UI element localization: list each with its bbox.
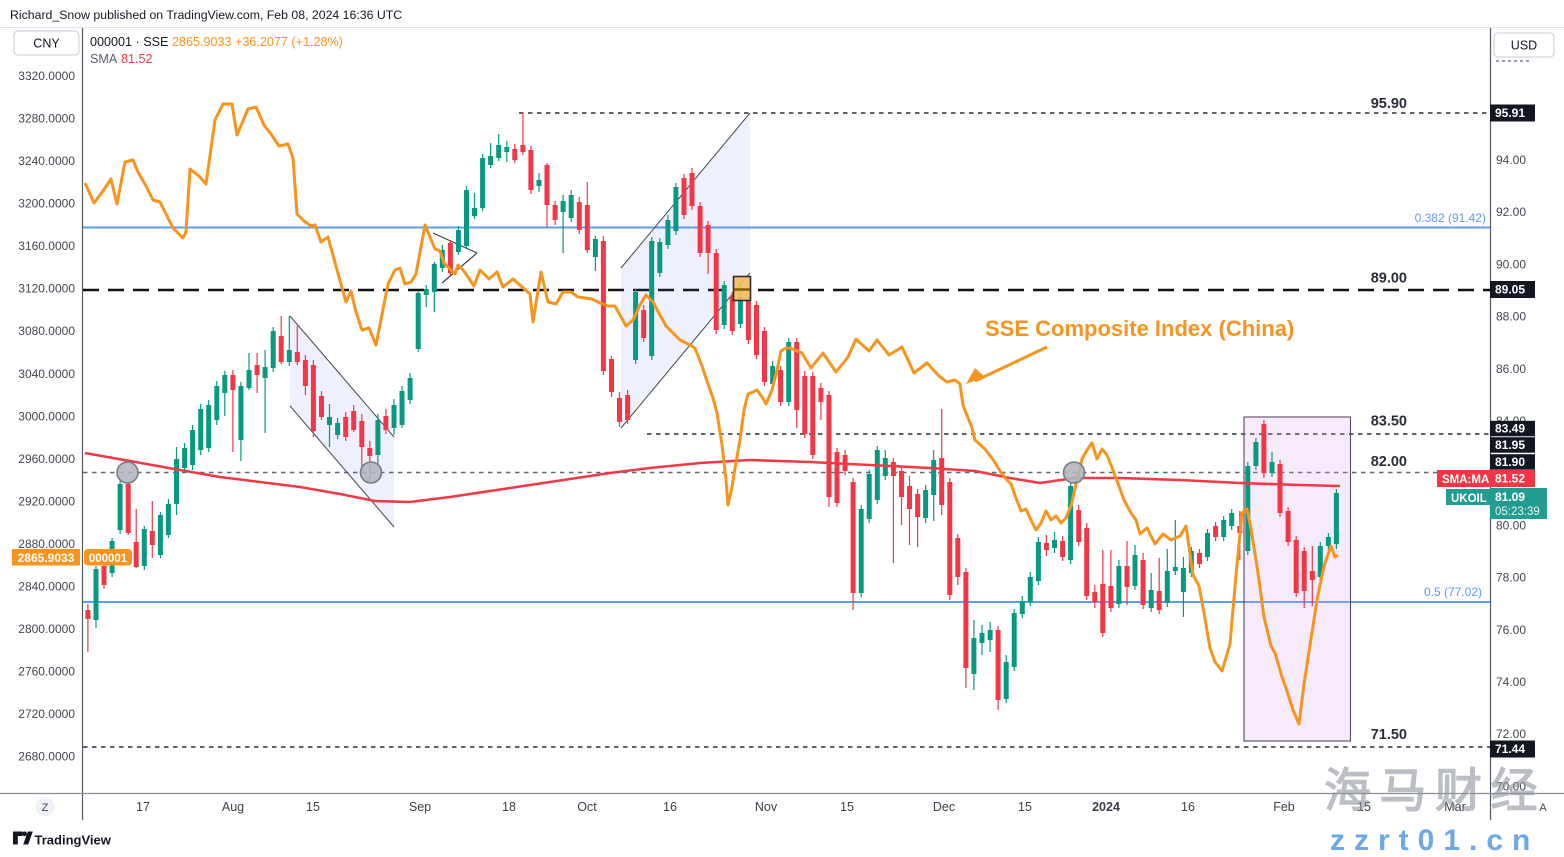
svg-text:90.00: 90.00 xyxy=(1496,257,1526,271)
svg-text:71.50: 71.50 xyxy=(1371,727,1407,743)
svg-text:83.50: 83.50 xyxy=(1371,414,1407,430)
svg-text:Feb: Feb xyxy=(1273,800,1295,814)
svg-text:UKOIL: UKOIL xyxy=(1451,493,1487,505)
svg-text:15: 15 xyxy=(1357,800,1371,814)
svg-text:2760.0000: 2760.0000 xyxy=(18,665,75,679)
svg-text:81.95: 81.95 xyxy=(1495,438,1525,452)
svg-text:81.09: 81.09 xyxy=(1495,490,1525,504)
svg-text:15: 15 xyxy=(840,800,854,814)
svg-text:Z: Z xyxy=(42,802,49,814)
svg-text:81.90: 81.90 xyxy=(1495,455,1525,469)
svg-text:A: A xyxy=(1539,802,1547,814)
svg-text:zzrt01.cn: zzrt01.cn xyxy=(1330,824,1539,857)
svg-text:3000.0000: 3000.0000 xyxy=(18,409,75,423)
svg-text:SMA:MA: SMA:MA xyxy=(1442,474,1489,486)
svg-text:05:23:39: 05:23:39 xyxy=(1495,506,1540,518)
svg-text:TradingView: TradingView xyxy=(35,833,112,848)
svg-text:2024: 2024 xyxy=(1092,800,1120,814)
svg-text:Aug: Aug xyxy=(222,800,244,814)
svg-text:3320.0000: 3320.0000 xyxy=(18,69,75,83)
svg-text:Nov: Nov xyxy=(755,800,778,814)
svg-text:2960.0000: 2960.0000 xyxy=(18,452,75,466)
svg-text:89.00: 89.00 xyxy=(1371,271,1407,287)
svg-text:Oct: Oct xyxy=(577,800,597,814)
svg-text:71.44: 71.44 xyxy=(1495,742,1525,756)
svg-text:72.00: 72.00 xyxy=(1496,727,1526,741)
svg-text:95.91: 95.91 xyxy=(1495,106,1525,120)
svg-text:89.05: 89.05 xyxy=(1495,283,1525,297)
svg-text:3080.0000: 3080.0000 xyxy=(18,324,75,338)
svg-text:86.00: 86.00 xyxy=(1496,362,1526,376)
svg-text:83.49: 83.49 xyxy=(1495,422,1525,436)
svg-text:3240.0000: 3240.0000 xyxy=(18,154,75,168)
svg-text:Mar: Mar xyxy=(1444,800,1466,814)
svg-text:0.382 (91.42): 0.382 (91.42) xyxy=(1415,211,1486,225)
svg-text:3040.0000: 3040.0000 xyxy=(18,367,75,381)
svg-text:000001 · SSE: 000001 · SSE xyxy=(90,35,168,49)
svg-text:70.00: 70.00 xyxy=(1496,779,1526,793)
svg-text:95.90: 95.90 xyxy=(1371,96,1407,112)
svg-text:Richard_Snow published on Trad: Richard_Snow published on TradingView.co… xyxy=(10,8,402,22)
svg-text:92.00: 92.00 xyxy=(1496,205,1526,219)
svg-text:2800.0000: 2800.0000 xyxy=(18,622,75,636)
svg-text:78.00: 78.00 xyxy=(1496,571,1526,585)
svg-text:2920.0000: 2920.0000 xyxy=(18,494,75,508)
svg-text:CNY: CNY xyxy=(33,37,60,51)
svg-text:94.00: 94.00 xyxy=(1496,153,1526,167)
svg-text:16: 16 xyxy=(663,800,677,814)
svg-text:SMA: SMA xyxy=(90,52,118,66)
svg-text:2880.0000: 2880.0000 xyxy=(18,537,75,551)
svg-text:2680.0000: 2680.0000 xyxy=(18,750,75,764)
svg-text:15: 15 xyxy=(1018,800,1032,814)
svg-text:Sep: Sep xyxy=(409,800,431,814)
svg-text:2865.9033: 2865.9033 xyxy=(18,551,75,565)
svg-text:0.5 (77.02): 0.5 (77.02) xyxy=(1424,585,1482,599)
svg-text:76.00: 76.00 xyxy=(1496,623,1526,637)
svg-text:000001: 000001 xyxy=(89,553,128,565)
svg-text:3120.0000: 3120.0000 xyxy=(18,282,75,296)
svg-text:88.00: 88.00 xyxy=(1496,310,1526,324)
svg-text:2865.9033 +36.2077 (+1.28%): 2865.9033 +36.2077 (+1.28%) xyxy=(172,35,343,49)
svg-text:Dec: Dec xyxy=(933,800,955,814)
svg-text:82.00: 82.00 xyxy=(1371,454,1407,470)
svg-text:16: 16 xyxy=(1181,800,1195,814)
svg-text:3160.0000: 3160.0000 xyxy=(18,239,75,253)
svg-text:SSE Composite Index (China): SSE Composite Index (China) xyxy=(985,316,1294,341)
svg-text:3200.0000: 3200.0000 xyxy=(18,197,75,211)
svg-text:17: 17 xyxy=(136,800,150,814)
svg-text:3280.0000: 3280.0000 xyxy=(18,112,75,126)
svg-text:海马财经: 海马财经 xyxy=(1324,764,1546,817)
svg-text:USD: USD xyxy=(1511,39,1537,53)
svg-text:18: 18 xyxy=(502,800,516,814)
svg-text:74.00: 74.00 xyxy=(1496,675,1526,689)
svg-text:2720.0000: 2720.0000 xyxy=(18,707,75,721)
svg-text:81.52: 81.52 xyxy=(121,52,153,66)
svg-text:80.00: 80.00 xyxy=(1496,518,1526,532)
svg-text:15: 15 xyxy=(306,800,320,814)
svg-text:81.52: 81.52 xyxy=(1495,472,1525,486)
svg-text:2840.0000: 2840.0000 xyxy=(18,580,75,594)
